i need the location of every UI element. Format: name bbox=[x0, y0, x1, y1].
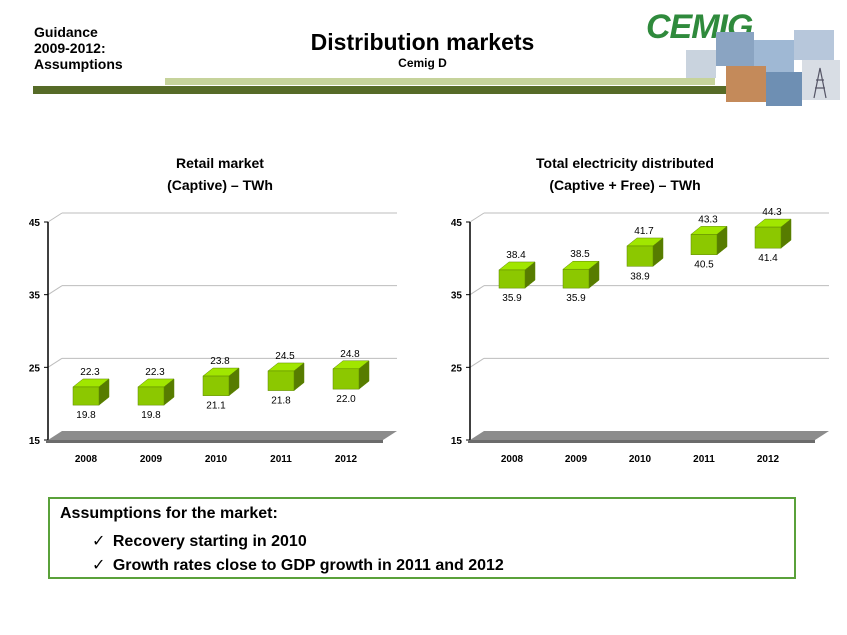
chart2-gridline bbox=[469, 357, 485, 368]
chart2-data-label-high: 41.7 bbox=[634, 226, 654, 237]
page-title: Distribution markets bbox=[310, 29, 535, 55]
chart1-floor-edge bbox=[46, 440, 383, 443]
chart2-x-tick-label: 2011 bbox=[693, 454, 715, 465]
collage-tile-2 bbox=[716, 32, 754, 66]
chart1-x-tick-label: 2009 bbox=[140, 454, 163, 465]
chart2-y-tick-label: 15 bbox=[451, 436, 463, 447]
chart1-bar bbox=[332, 368, 360, 390]
page-subtitle: Cemig D bbox=[398, 56, 447, 70]
chart2-data-label-low: 35.9 bbox=[566, 293, 586, 304]
assumption-item-2-text: Growth rates close to GDP growth in 2011… bbox=[112, 557, 504, 574]
chart1-data-label-high: 24.8 bbox=[340, 349, 360, 360]
chart2-data-label-high: 44.3 bbox=[762, 207, 782, 218]
chart1-data-label-low: 21.1 bbox=[206, 401, 226, 412]
retail-heading-line-2: (Captive) – TWh bbox=[167, 177, 273, 193]
chart1-data-label-low: 19.8 bbox=[76, 410, 96, 421]
chart1-gridline bbox=[47, 285, 63, 296]
retail-heading-line-1: Retail market bbox=[176, 155, 264, 171]
collage-tile-6 bbox=[766, 72, 802, 106]
chart1-y-tick-label: 45 bbox=[29, 218, 41, 229]
total-chart-heading: Total electricity distributed (Captive +… bbox=[500, 152, 750, 196]
chart2-data-label-low: 41.4 bbox=[758, 253, 778, 264]
collage-tile-5 bbox=[726, 66, 766, 102]
chart1-data-label-low: 21.8 bbox=[271, 396, 291, 407]
check-icon: ✓ bbox=[92, 555, 106, 574]
chart2-gridline bbox=[469, 212, 485, 223]
chart2-data-label-high: 43.3 bbox=[698, 214, 718, 225]
chart2-bar bbox=[498, 269, 526, 289]
assumption-item-1-text: Recovery starting in 2010 bbox=[112, 533, 307, 550]
guidance-label: Guidance 2009-2012: Assumptions bbox=[34, 24, 123, 72]
chart1-gridline bbox=[47, 212, 63, 223]
chart1-data-label-low: 22.0 bbox=[336, 394, 356, 405]
assumptions-box: Assumptions for the market: ✓ Recovery s… bbox=[48, 497, 796, 579]
chart2-gridline bbox=[469, 285, 485, 296]
chart2-data-label-high: 38.5 bbox=[570, 249, 590, 260]
chart1-y-tick-label: 35 bbox=[29, 291, 41, 302]
chart2-y-tick-label: 35 bbox=[451, 291, 463, 302]
chart2-y-tick-label: 25 bbox=[451, 363, 463, 374]
collage-tile-1 bbox=[686, 50, 716, 78]
chart2-x-tick-label: 2010 bbox=[629, 454, 652, 465]
collage-tile-4 bbox=[794, 30, 834, 60]
chart2-bar bbox=[562, 268, 590, 289]
chart1-x-tick-label: 2008 bbox=[75, 454, 98, 465]
chart1-y-tick-label: 15 bbox=[29, 436, 41, 447]
chart1-data-label-high: 22.3 bbox=[145, 367, 165, 378]
photo-collage-image bbox=[686, 30, 840, 106]
chart2-y-tick-label: 45 bbox=[451, 218, 463, 229]
total-heading-line-2: (Captive + Free) – TWh bbox=[549, 177, 701, 193]
chart1-x-tick-label: 2012 bbox=[335, 454, 358, 465]
assumption-item-2: ✓ Growth rates close to GDP growth in 20… bbox=[92, 555, 504, 575]
chart2-x-tick-label: 2009 bbox=[565, 454, 588, 465]
chart2-data-label-low: 35.9 bbox=[502, 293, 522, 304]
header-bar-light bbox=[165, 78, 715, 85]
chart1-data-label-high: 23.8 bbox=[210, 356, 230, 367]
chart1-x-tick-label: 2010 bbox=[205, 454, 228, 465]
chart2-x-tick-label: 2008 bbox=[501, 454, 524, 465]
chart2-bar bbox=[626, 245, 654, 267]
chart1-bar bbox=[137, 386, 165, 406]
chart1-bar bbox=[267, 370, 295, 391]
retail-chart-heading: Retail market (Captive) – TWh bbox=[120, 152, 320, 196]
chart2-floor-edge bbox=[468, 440, 815, 443]
guidance-line-3: Assumptions bbox=[34, 56, 123, 72]
chart1-floor bbox=[48, 431, 397, 440]
collage-pylon bbox=[813, 67, 827, 99]
header-bar-dark bbox=[33, 86, 727, 94]
charts-canvas: 15 25 35 45 22.3 19.8 2008 22.3 19.8 2009 23.8 21.1… bbox=[29, 207, 829, 465]
guidance-line-1: Guidance bbox=[34, 24, 98, 40]
chart1-data-label-high: 22.3 bbox=[80, 367, 100, 378]
assumptions-title: Assumptions for the market: bbox=[60, 505, 278, 522]
chart2-bar bbox=[754, 226, 782, 249]
guidance-line-2: 2009-2012: bbox=[34, 40, 106, 56]
chart1-gridline bbox=[47, 357, 63, 368]
check-icon: ✓ bbox=[92, 531, 106, 550]
chart1-bar bbox=[72, 386, 100, 406]
assumption-item-1: ✓ Recovery starting in 2010 bbox=[92, 531, 307, 551]
chart1-x-tick-label: 2011 bbox=[270, 454, 292, 465]
chart2-x-tick-label: 2012 bbox=[757, 454, 780, 465]
chart1-data-label-low: 19.8 bbox=[141, 410, 161, 421]
chart2-data-label-low: 40.5 bbox=[694, 260, 714, 271]
total-heading-line-1: Total electricity distributed bbox=[536, 155, 714, 171]
chart2-data-label-low: 38.9 bbox=[630, 271, 650, 282]
chart1-bar bbox=[202, 375, 230, 396]
chart1-data-label-high: 24.5 bbox=[275, 351, 295, 362]
chart2-bar bbox=[690, 234, 718, 255]
chart1-y-tick-label: 25 bbox=[29, 363, 41, 374]
chart2-data-label-high: 38.4 bbox=[506, 250, 526, 261]
chart2-floor bbox=[470, 431, 829, 440]
